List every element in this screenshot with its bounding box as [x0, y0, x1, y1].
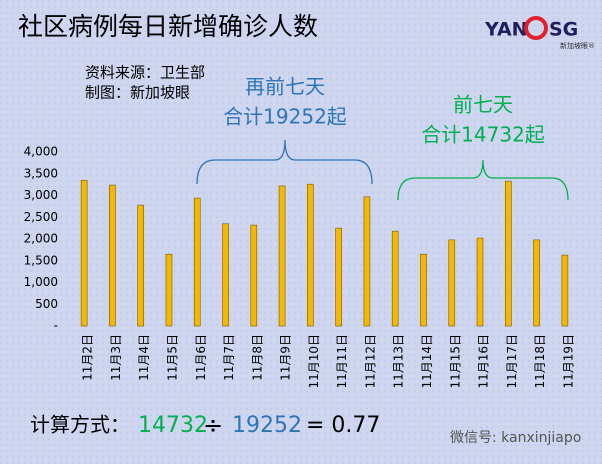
logo-right: SG	[549, 19, 578, 41]
x-tick-label: 11月3日	[109, 334, 123, 381]
y-tick-label: 3,000	[24, 188, 58, 202]
x-tick-label: 11月6日	[194, 334, 208, 381]
bar	[505, 180, 512, 327]
bar	[391, 230, 399, 327]
bar	[448, 239, 456, 327]
y-tick-label: 2,000	[24, 232, 58, 246]
x-tick-label: 11月14日	[420, 334, 434, 389]
bar	[420, 253, 427, 327]
y-tick-label: -	[54, 319, 58, 333]
y-tick-label: 1,000	[24, 275, 58, 289]
logo-left: YAN	[484, 19, 528, 41]
bar	[222, 223, 229, 327]
y-tick-label: 3,500	[24, 166, 58, 180]
x-tick-label: 11月9日	[279, 334, 293, 381]
annotation-total: 合计14732起	[421, 123, 545, 147]
x-tick-label: 11月17日	[505, 334, 519, 389]
x-tick-label: 11月12日	[363, 334, 377, 389]
x-tick-label: 11月16日	[477, 334, 491, 389]
bar	[109, 184, 116, 327]
y-tick-label: 1,500	[24, 253, 58, 267]
bar	[476, 237, 484, 327]
formula-result: = 0.77	[306, 413, 380, 438]
x-tick-label: 11月18日	[533, 334, 547, 389]
x-tick-label: 11月7日	[222, 334, 236, 381]
author: 制图：新加坡眼	[85, 84, 190, 102]
chart-title: 社区病例每日新增确诊人数	[18, 12, 318, 41]
bar	[307, 183, 314, 327]
x-tick-label: 11月10日	[307, 334, 321, 389]
bar	[335, 227, 342, 327]
y-tick-label: 500	[35, 297, 58, 311]
bar	[165, 253, 173, 327]
formula-numerator: 14732	[138, 413, 208, 438]
annotation-total: 合计19252起	[223, 105, 347, 129]
formula-operator: ÷	[203, 411, 223, 439]
watermark: 微信号: kanxinjiapo	[450, 430, 581, 446]
x-tick-label: 11月5日	[165, 334, 179, 381]
x-tick-label: 11月11日	[335, 334, 349, 389]
logo-sub: 新加坡眼®	[560, 41, 595, 50]
y-tick-label: 4,000	[24, 145, 58, 159]
x-tick-label: 11月8日	[250, 334, 264, 381]
x-tick-label: 11月4日	[137, 334, 151, 381]
brace	[397, 159, 569, 201]
bar	[363, 196, 371, 327]
x-tick-label: 11月13日	[392, 334, 406, 389]
bar	[250, 224, 258, 327]
x-tick-label: 11月15日	[448, 334, 462, 389]
bar	[533, 239, 540, 327]
x-tick-label: 11月19日	[561, 334, 575, 389]
y-tick-label: 2,500	[24, 210, 58, 224]
annotation-heading: 再前七天	[245, 75, 325, 99]
bar	[137, 204, 144, 327]
formula-label: 计算方式：	[30, 413, 130, 437]
x-tick-label: 11月2日	[81, 334, 95, 381]
logo-icon	[524, 16, 548, 40]
bar	[278, 185, 286, 327]
bar	[561, 254, 569, 327]
bar	[80, 179, 88, 327]
formula-denominator: 19252	[232, 413, 302, 438]
source: 资料来源：卫生部	[85, 64, 205, 82]
bar	[193, 197, 201, 327]
brace	[196, 139, 373, 185]
annotation-heading: 前七天	[453, 93, 513, 117]
